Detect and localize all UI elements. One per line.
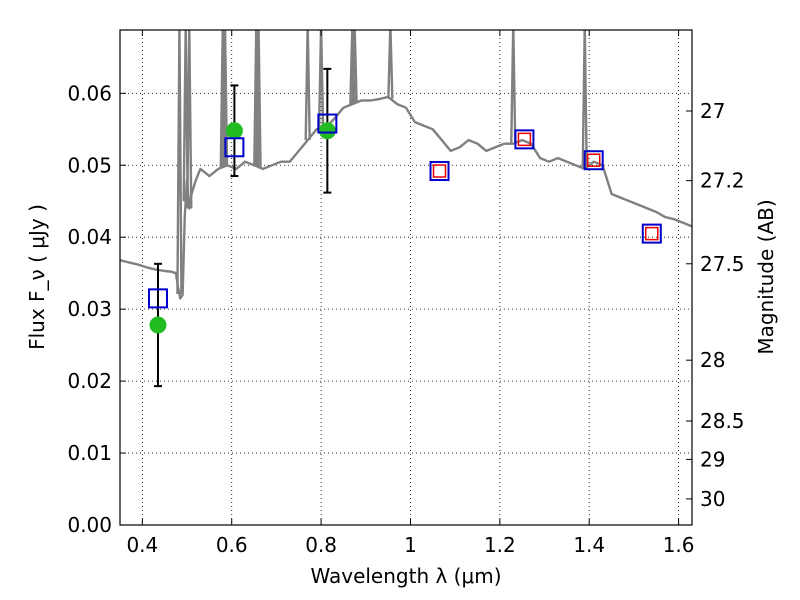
model-point-red xyxy=(645,226,659,241)
ticks: 0.4 0.6 0.8 1 1.2 1.4 1.6 0.00 0.01 0.02 0.03 0.04 0… xyxy=(67,30,745,557)
right-tick-label: 28 xyxy=(700,348,725,372)
observed-point xyxy=(225,122,243,140)
y-axis-label-right: Magnitude (AB) xyxy=(754,199,778,354)
plot-frame xyxy=(119,29,693,526)
right-tick-label: 29 xyxy=(700,447,725,471)
model-point-blue xyxy=(514,129,535,150)
spectrum-emission-line xyxy=(186,30,193,209)
spectrum-emission-line xyxy=(351,30,358,104)
model-point-blue xyxy=(583,150,604,171)
model-point-blue xyxy=(317,113,338,134)
spectrum-emission-line xyxy=(581,30,588,169)
model-point-red xyxy=(432,164,447,178)
model-point-red xyxy=(586,153,601,167)
x-axis-label: Wavelength λ (μm) xyxy=(310,564,501,588)
x-tick-label: 1.4 xyxy=(573,533,605,557)
model-point-blue xyxy=(429,161,450,182)
y-tick-label: 0.05 xyxy=(67,153,112,177)
x-tick-label: 1.2 xyxy=(484,533,516,557)
right-tick-label: 27.2 xyxy=(700,169,745,193)
observed-point xyxy=(318,122,336,140)
observed-point xyxy=(149,316,167,334)
model-point-blue xyxy=(224,137,245,158)
y-tick-label: 0.04 xyxy=(67,225,112,249)
y-tick-label: 0.06 xyxy=(67,81,112,105)
spectrum-emission-line xyxy=(304,30,311,141)
x-tick-label: 1 xyxy=(404,533,417,557)
right-tick-label: 28.5 xyxy=(700,409,745,433)
x-tick-label: 0.8 xyxy=(305,533,337,557)
spectrum-emission-line xyxy=(510,30,517,144)
y-axis-label-left: Flux F_ν ( μJy ) xyxy=(25,204,49,350)
y-tick-label: 0.02 xyxy=(67,369,112,393)
spectrum-emission-line xyxy=(176,30,183,295)
grid xyxy=(120,30,692,525)
y-tick-label: 0.03 xyxy=(67,297,112,321)
y-tick-label: 0.01 xyxy=(67,441,112,465)
spectrum-emission-line xyxy=(255,30,262,168)
x-tick-label: 0.6 xyxy=(216,533,248,557)
right-tick-label: 27.5 xyxy=(700,252,745,276)
x-tick-label: 1.6 xyxy=(663,533,695,557)
y-tick-label: 0.00 xyxy=(67,513,112,537)
model-point-red xyxy=(517,132,532,147)
spectrum-emission-line xyxy=(221,30,229,167)
spectrum-emission-line xyxy=(387,30,394,99)
x-tick-label: 0.4 xyxy=(126,533,158,557)
right-tick-label: 27 xyxy=(700,99,725,123)
right-tick-label: 30 xyxy=(700,487,725,511)
model-point-blue xyxy=(641,223,662,244)
marker-layer xyxy=(147,67,662,388)
spectrum-layer xyxy=(120,30,692,300)
model-point-blue xyxy=(147,288,168,309)
spectrum-emission-line xyxy=(317,30,325,129)
